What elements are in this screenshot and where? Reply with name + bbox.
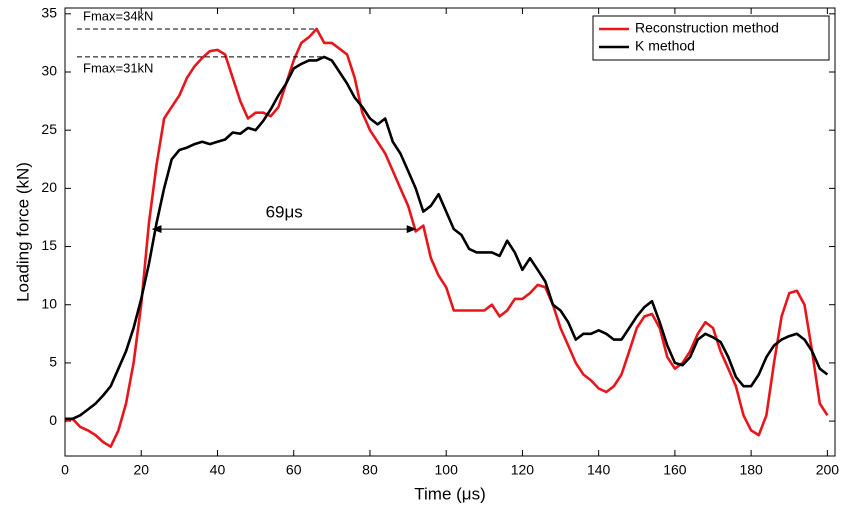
series-line — [65, 55, 829, 421]
x-tick-label: 180 — [739, 462, 763, 478]
y-tick-label: 10 — [41, 295, 57, 311]
x-tick-label: 120 — [511, 462, 535, 478]
y-tick-label: 35 — [41, 5, 57, 21]
x-tick-label: 80 — [362, 462, 378, 478]
peak-label: Fmax=31kN — [83, 60, 153, 75]
x-tick-label: 20 — [133, 462, 149, 478]
x-tick-label: 100 — [435, 462, 459, 478]
legend-label: Reconstruction method — [635, 20, 779, 36]
y-tick-label: 30 — [41, 63, 57, 79]
y-tick-label: 0 — [49, 412, 57, 428]
x-tick-label: 0 — [61, 462, 69, 478]
plot-frame — [64, 7, 836, 457]
series-line — [64, 27, 829, 448]
x-tick-label: 40 — [210, 462, 226, 478]
y-tick-label: 5 — [49, 354, 57, 370]
x-tick-label: 60 — [286, 462, 302, 478]
x-axis-title: Time (μs) — [414, 484, 486, 503]
y-axis-title: Loading force (kN) — [13, 162, 32, 302]
x-tick-label: 200 — [816, 462, 840, 478]
duration-label: 69μs — [266, 203, 303, 222]
y-tick-label: 15 — [41, 237, 57, 253]
legend-label: K method — [635, 38, 695, 54]
legend-box — [592, 15, 830, 61]
peak-label: Fmax=34kN — [83, 8, 153, 23]
x-tick-label: 140 — [587, 462, 611, 478]
x-tick-label: 160 — [663, 462, 687, 478]
y-tick-label: 20 — [41, 179, 57, 195]
y-tick-label: 25 — [41, 121, 57, 137]
